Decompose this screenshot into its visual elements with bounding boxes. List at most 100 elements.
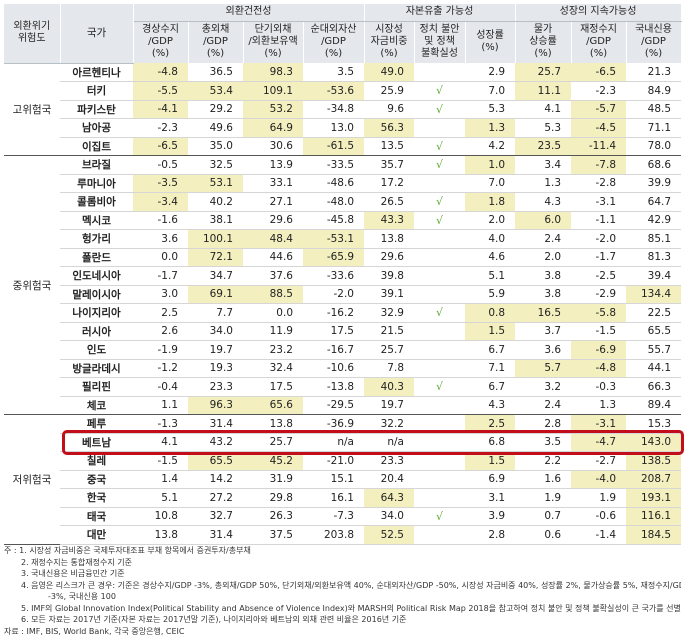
- country-name: 터키: [60, 81, 133, 101]
- value-cell: 13.8: [133, 525, 188, 545]
- value-cell: 32.5: [188, 155, 243, 175]
- value-cell: 22.5: [626, 303, 682, 323]
- country-name: 칠레: [60, 451, 133, 471]
- political-risk-check: [414, 248, 465, 267]
- table-row: 방글라데시 -1.2 19.3 32.4 -10.6 7.8 7.1 5.7 -4.8 44.1: [4, 359, 682, 378]
- value-cell: 3.8: [515, 266, 572, 286]
- table-row: 체코 1.1 96.3 65.6 -29.5 19.7 4.3 2.4 1.3 89.4: [4, 396, 682, 415]
- country-name: 인도: [60, 340, 133, 360]
- value-cell: 31.4: [188, 525, 243, 545]
- footnote-line: 2. 재정수지는 통합재정수지 기준: [21, 557, 132, 567]
- value-cell: 1.5: [465, 451, 516, 471]
- column-header-label: 시장성 자금비중 (%): [370, 24, 408, 60]
- value-cell: 35.7: [364, 155, 414, 175]
- value-cell: -3.4: [133, 192, 188, 212]
- value-cell: -6.9: [571, 340, 627, 360]
- value-cell: 34.0: [364, 507, 414, 526]
- political-risk-check: [414, 266, 465, 286]
- country-name: 필리핀: [60, 377, 133, 397]
- risk-group-header: 외환위기 위험도: [4, 4, 61, 64]
- risk-group-label: 저위험국: [4, 414, 60, 545]
- value-cell: 48.5: [626, 100, 682, 119]
- value-cell: -6.5: [571, 63, 627, 82]
- value-cell: 0.6: [515, 525, 572, 545]
- value-cell: 208.7: [626, 470, 682, 489]
- column-header: 시장성 자금비중 (%): [364, 21, 415, 63]
- table-row: 대만 13.8 31.4 37.5 203.8 52.5 2.8 0.6 -1.4 184.5: [4, 525, 682, 545]
- value-cell: 193.1: [626, 488, 682, 508]
- value-cell: 38.1: [188, 211, 243, 230]
- value-cell: 23.3: [188, 377, 243, 397]
- value-cell: -45.8: [303, 211, 364, 230]
- value-cell: 39.8: [364, 266, 414, 286]
- value-cell: 13.0: [303, 118, 364, 138]
- value-cell: 11.1: [515, 81, 572, 101]
- value-cell: -1.5: [133, 451, 188, 471]
- political-risk-check: [414, 359, 465, 378]
- value-cell: 2.5: [465, 414, 516, 434]
- value-cell: 49.0: [364, 63, 414, 82]
- value-cell: 5.1: [465, 266, 516, 286]
- value-cell: 27.2: [188, 488, 243, 508]
- value-cell: 29.6: [243, 211, 303, 230]
- footnote-line: 주 : 1. 시장성 자금비중은 국제투자대조표 부채 항목에서 증권투자/총부…: [4, 546, 251, 555]
- value-cell: 15.3: [626, 414, 682, 434]
- value-cell: -2.7: [571, 451, 627, 471]
- value-cell: -11.4: [571, 137, 627, 156]
- source-line: 자료 : IMF, BIS, World Bank, 각국 중앙은행, CEIC: [4, 626, 185, 636]
- column-header-label: 경상수지 /GDP (%): [142, 24, 179, 60]
- value-cell: 5.7: [515, 359, 572, 378]
- value-cell: 16.5: [515, 303, 572, 323]
- value-cell: 43.3: [364, 211, 414, 230]
- table-row: 나이지리아 2.5 7.7 0.0 -16.2 32.9 √ 0.8 16.5 -5.8 22.5: [4, 303, 682, 323]
- table-row: 말레이시아 3.0 69.1 88.5 -2.0 39.1 5.9 3.8 -2.9 134.4: [4, 285, 682, 304]
- value-cell: 1.4: [133, 470, 188, 489]
- value-cell: -36.9: [303, 414, 364, 434]
- value-cell: 3.6: [133, 229, 188, 249]
- group-header-label: 자본유출 가능성: [405, 6, 474, 18]
- value-cell: 23.3: [364, 451, 414, 471]
- value-cell: 35.0: [188, 137, 243, 156]
- value-cell: 23.2: [243, 340, 303, 360]
- political-risk-check: √: [414, 211, 465, 230]
- value-cell: 7.0: [465, 81, 516, 101]
- table-row: 터키 -5.5 53.4 109.1 -53.6 25.9 √ 7.0 11.1 -2.3 84.9: [4, 81, 682, 101]
- political-risk-check: [414, 470, 465, 489]
- value-cell: 10.8: [133, 507, 188, 526]
- value-cell: 5.3: [515, 118, 572, 138]
- value-cell: 5.3: [465, 100, 516, 119]
- value-cell: 48.4: [243, 229, 303, 249]
- value-cell: -53.1: [303, 229, 364, 249]
- value-cell: -2.8: [571, 174, 627, 193]
- country-name: 헝가리: [60, 229, 133, 249]
- value-cell: 1.9: [571, 488, 627, 508]
- value-cell: -13.8: [303, 377, 364, 397]
- value-cell: 14.2: [188, 470, 243, 489]
- table-row: 중국 1.4 14.2 31.9 15.1 20.4 6.9 1.6 -4.0 208.7: [4, 470, 682, 489]
- value-cell: 184.5: [626, 525, 682, 545]
- value-cell: 1.8: [465, 192, 516, 212]
- value-cell: -10.6: [303, 359, 364, 378]
- value-cell: 69.1: [188, 285, 243, 304]
- value-cell: 1.9: [515, 488, 572, 508]
- value-cell: 34.7: [188, 266, 243, 286]
- value-cell: 1.0: [465, 155, 516, 175]
- value-cell: -5.8: [571, 303, 627, 323]
- value-cell: -3.1: [571, 414, 627, 434]
- value-cell: -33.5: [303, 155, 364, 175]
- value-cell: 13.8: [243, 414, 303, 434]
- country-name: 루마니아: [60, 174, 133, 193]
- column-header: 물가 상승률 (%): [515, 21, 572, 63]
- value-cell: 0.8: [465, 303, 516, 323]
- value-cell: -4.1: [133, 100, 188, 119]
- value-cell: 29.8: [243, 488, 303, 508]
- country-name: 멕시코: [60, 211, 133, 230]
- country-name: 페루: [60, 414, 133, 434]
- value-cell: 17.5: [303, 322, 364, 341]
- group-header-label: 성장의 지속가능성: [559, 6, 637, 18]
- value-cell: -4.7: [571, 433, 627, 452]
- country-name: 태국: [60, 507, 133, 526]
- value-cell: 21.3: [626, 63, 682, 82]
- value-cell: -2.5: [571, 266, 627, 286]
- value-cell: 26.5: [364, 192, 414, 212]
